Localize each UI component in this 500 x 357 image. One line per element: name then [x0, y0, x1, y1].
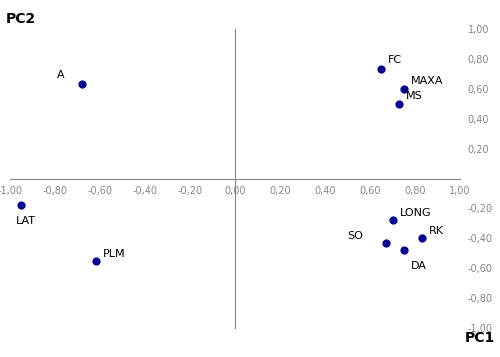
Point — [78, 81, 86, 87]
Point — [17, 203, 25, 208]
Point — [388, 218, 396, 223]
Text: A: A — [57, 70, 64, 80]
Text: SO: SO — [347, 231, 362, 241]
Text: PLM: PLM — [102, 249, 125, 259]
Point — [92, 258, 100, 264]
Text: RK: RK — [428, 226, 444, 236]
Text: LONG: LONG — [400, 208, 431, 218]
Point — [418, 236, 426, 241]
Point — [400, 86, 408, 91]
Text: LAT: LAT — [16, 216, 36, 226]
Text: DA: DA — [410, 261, 426, 271]
Point — [378, 66, 386, 72]
Text: MAXA: MAXA — [410, 76, 443, 86]
Point — [382, 240, 390, 246]
Point — [400, 248, 408, 253]
Text: PC2: PC2 — [6, 11, 36, 26]
Text: PC1: PC1 — [464, 331, 495, 346]
Point — [395, 101, 403, 106]
Text: MS: MS — [406, 91, 423, 101]
Text: FC: FC — [388, 55, 402, 65]
